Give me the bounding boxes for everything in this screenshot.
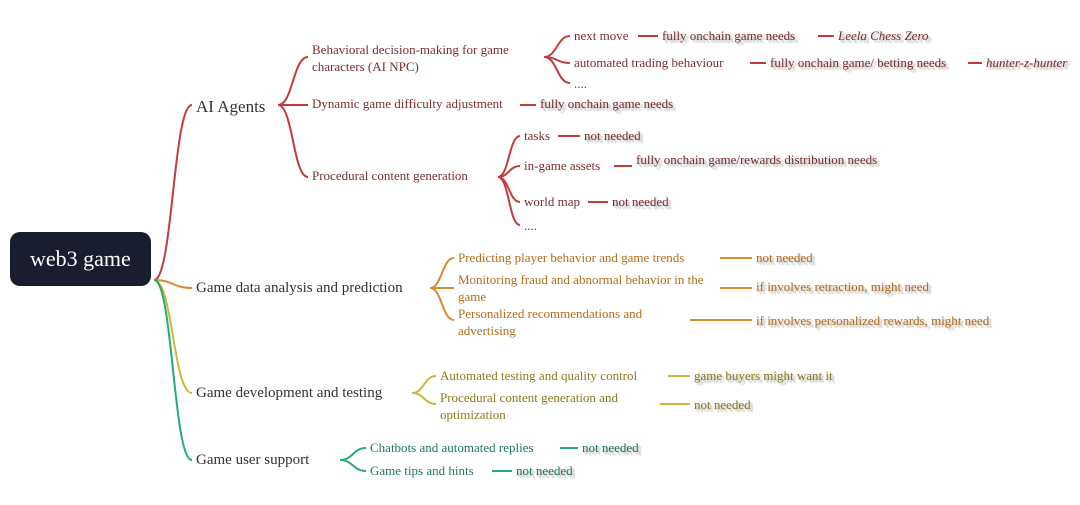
node-b1c4: .... — [524, 218, 537, 235]
node-b2br: if involves retraction, might need — [756, 279, 929, 296]
node-b1a1e: Leela Chess Zero — [838, 28, 929, 45]
node-b1c2: in-game assets — [524, 158, 600, 175]
node-b2b: Monitoring fraud and abnormal behavior i… — [458, 272, 718, 306]
edge — [340, 448, 366, 460]
node-b3br: not needed — [694, 397, 751, 414]
edge — [154, 280, 192, 288]
edge — [544, 57, 570, 83]
edge — [498, 177, 520, 202]
node-b3b: Procedural content generation and optimi… — [440, 390, 660, 424]
node-b1a: Behavioral decision-making for game char… — [312, 42, 542, 76]
node-b4a: Chatbots and automated replies — [370, 440, 534, 457]
node-b1c1: tasks — [524, 128, 550, 145]
node-b2ar: not needed — [756, 250, 813, 267]
edge — [430, 258, 454, 288]
node-b1c3r: not needed — [612, 194, 669, 211]
edge — [412, 393, 436, 404]
edge — [340, 460, 366, 471]
node-b1: AI Agents — [196, 96, 265, 118]
edge — [544, 36, 570, 57]
node-b2a: Predicting player behavior and game tren… — [458, 250, 684, 267]
edge — [154, 280, 192, 393]
node-b1c2r: fully onchain game/rewards distribution … — [636, 152, 881, 169]
edge — [498, 136, 520, 177]
node-b1a2: automated trading behaviour — [574, 55, 723, 72]
node-b2: Game data analysis and prediction — [196, 279, 403, 299]
root-label: web3 game — [30, 246, 131, 271]
edge — [278, 105, 308, 177]
node-b1br: fully onchain game needs — [540, 96, 673, 113]
node-b2cr: if involves personalized rewards, might … — [756, 313, 989, 330]
edge — [544, 57, 570, 63]
edge — [498, 166, 520, 177]
node-b4b: Game tips and hints — [370, 463, 474, 480]
edge — [498, 177, 520, 225]
node-b1c: Procedural content generation — [312, 168, 468, 185]
edge — [278, 57, 308, 105]
edge — [154, 105, 192, 280]
node-b1a2e: hunter-z-hunter — [986, 55, 1067, 72]
node-b1c3: world map — [524, 194, 580, 211]
node-b4br: not needed — [516, 463, 573, 480]
node-b4: Game user support — [196, 451, 309, 471]
node-b3ar: game buyers might want it — [694, 368, 833, 385]
edge — [154, 280, 192, 460]
root-node: web3 game — [10, 232, 151, 286]
node-b3a: Automated testing and quality control — [440, 368, 637, 385]
node-b4ar: not needed — [582, 440, 639, 457]
edge — [412, 376, 436, 393]
node-b3: Game development and testing — [196, 384, 382, 404]
node-b2c: Personalized recommendations and adverti… — [458, 306, 688, 340]
node-b1a1: next move — [574, 28, 629, 45]
node-b1a3: .... — [574, 76, 587, 93]
node-b1a1r: fully onchain game needs — [662, 28, 795, 45]
node-b1c1r: not needed — [584, 128, 641, 145]
node-b1a2r: fully onchain game/ betting needs — [770, 55, 946, 72]
node-b1b: Dynamic game difficulty adjustment — [312, 96, 503, 113]
edge — [430, 288, 454, 320]
